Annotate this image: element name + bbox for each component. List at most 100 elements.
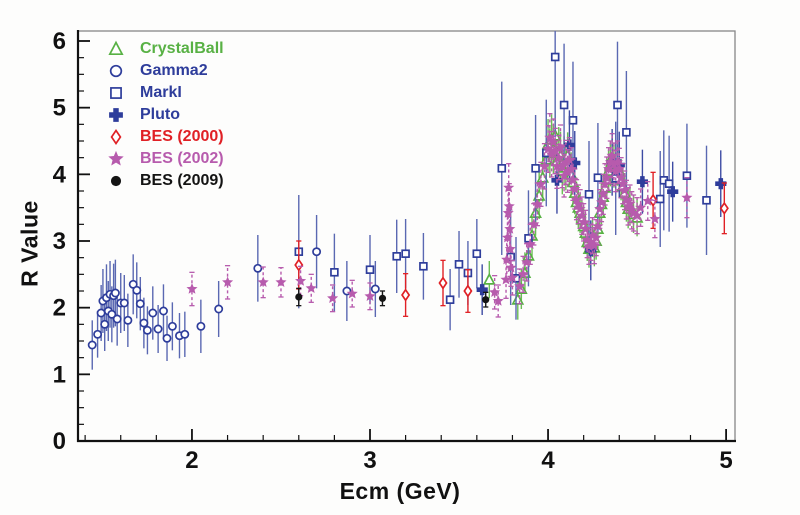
data-point xyxy=(503,200,515,212)
legend-label-crystalball: CrystalBall xyxy=(140,40,224,57)
marki-square-icon xyxy=(106,84,126,102)
data-point xyxy=(365,265,375,274)
legend: CrystalBall Gamma2 MarkI Pluto BES (2000… xyxy=(106,38,224,192)
data-point xyxy=(521,256,533,268)
data-point xyxy=(565,163,577,174)
bes2000-diamond-icon xyxy=(106,128,126,146)
data-point xyxy=(312,247,322,257)
data-point xyxy=(454,260,464,269)
data-point xyxy=(608,158,620,170)
x-tick-label: 2 xyxy=(185,447,198,474)
legend-item-crystalball: CrystalBall xyxy=(106,38,224,60)
data-point xyxy=(532,188,546,201)
data-point xyxy=(346,287,358,299)
data-point xyxy=(578,216,590,228)
data-point xyxy=(506,271,518,283)
legend-item-bes2000: BES (2000) xyxy=(106,126,224,148)
data-point xyxy=(257,276,269,288)
data-point xyxy=(504,243,516,254)
data-point xyxy=(135,299,145,309)
data-point xyxy=(592,220,604,232)
data-point xyxy=(597,188,609,200)
data-point xyxy=(482,296,490,304)
data-point xyxy=(538,160,551,172)
data-point xyxy=(167,321,177,331)
pluto-cross-icon xyxy=(106,106,126,124)
data-point xyxy=(139,318,149,328)
data-point xyxy=(631,209,643,221)
data-point xyxy=(588,239,600,251)
data-point xyxy=(112,314,122,324)
data-point xyxy=(595,196,608,208)
y-tick-label: 6 xyxy=(53,28,66,55)
data-point xyxy=(635,201,647,213)
data-point xyxy=(327,292,339,304)
data-point xyxy=(472,249,482,258)
data-point xyxy=(619,184,631,196)
data-point xyxy=(558,169,570,181)
data-point xyxy=(497,164,507,173)
legend-label-bes2002: BES (2002) xyxy=(140,150,224,167)
data-point xyxy=(100,319,110,329)
data-point xyxy=(655,194,665,204)
legend-item-bes2002: BES (2002) xyxy=(106,148,224,170)
data-point xyxy=(93,329,103,339)
data-point xyxy=(590,231,602,243)
y-tick-label: 2 xyxy=(53,295,66,322)
data-point xyxy=(502,207,514,218)
data-point xyxy=(305,282,317,294)
data-point xyxy=(524,238,536,250)
x-axis-title: Ecm (GeV) xyxy=(339,478,461,504)
data-point xyxy=(505,261,517,273)
data-point xyxy=(611,156,624,168)
data-point xyxy=(401,288,411,302)
data-point xyxy=(463,284,473,298)
data-point xyxy=(524,234,533,243)
data-point xyxy=(148,308,158,318)
data-point xyxy=(295,275,307,286)
data-point xyxy=(438,276,448,290)
data-point xyxy=(622,128,631,137)
y-axis-title: R Value xyxy=(16,200,43,287)
legend-label-marki: MarkI xyxy=(140,84,182,101)
data-point xyxy=(503,181,515,193)
data-point xyxy=(569,183,581,194)
series-bes-2002 xyxy=(186,113,693,318)
data-point xyxy=(531,198,543,210)
x-tick-label: 3 xyxy=(363,447,376,474)
data-point xyxy=(559,100,569,110)
data-point xyxy=(550,52,560,62)
data-point xyxy=(214,304,224,314)
data-point xyxy=(132,285,142,295)
data-point xyxy=(123,315,133,325)
data-point xyxy=(476,284,488,296)
data-point xyxy=(294,258,304,272)
data-point xyxy=(624,197,636,209)
data-point xyxy=(549,145,561,156)
legend-label-gamma2: Gamma2 xyxy=(140,62,208,79)
legend-item-marki: MarkI xyxy=(106,82,224,104)
data-point xyxy=(574,203,586,214)
data-point xyxy=(563,153,575,165)
y-tick-label: 4 xyxy=(53,161,67,188)
bes2002-star-icon xyxy=(106,150,126,168)
data-point xyxy=(370,284,380,294)
data-point xyxy=(528,218,540,230)
legend-item-gamma2: Gamma2 xyxy=(106,60,224,82)
legend-item-pluto: Pluto xyxy=(106,104,224,126)
data-point xyxy=(517,268,529,280)
data-point xyxy=(599,178,611,190)
data-point xyxy=(682,171,692,180)
data-point xyxy=(649,213,661,224)
data-point xyxy=(96,308,106,318)
data-point xyxy=(593,173,603,182)
data-point xyxy=(613,100,622,110)
data-point xyxy=(715,178,727,190)
data-point xyxy=(617,177,629,189)
series-bes-2009 xyxy=(295,287,490,308)
data-point xyxy=(222,276,234,288)
data-point xyxy=(87,340,97,350)
data-point xyxy=(180,329,190,339)
